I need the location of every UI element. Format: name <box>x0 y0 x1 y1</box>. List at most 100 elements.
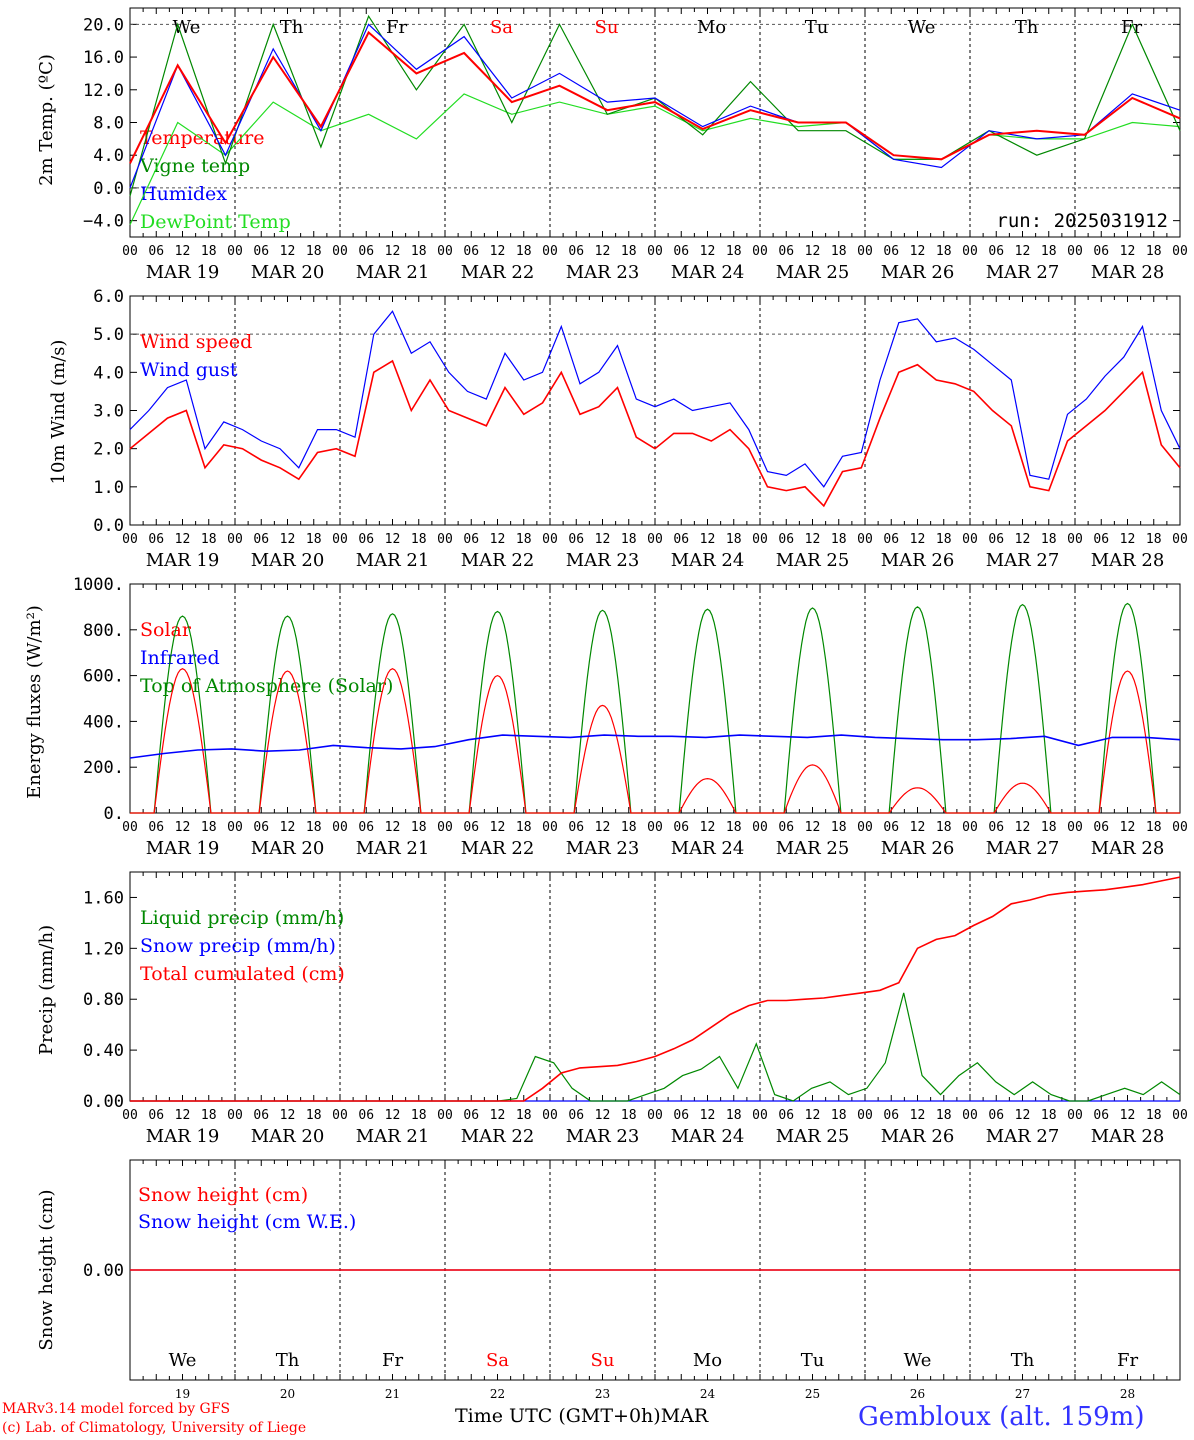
legend-solar: Solar <box>140 619 192 641</box>
y-tick-label: 0.00 <box>83 1261 124 1281</box>
day-label: MAR 28 <box>1091 838 1165 859</box>
hour-tick-label: 00 <box>857 244 873 259</box>
hour-tick-label: 18 <box>936 1108 952 1123</box>
hour-tick-label: 00 <box>962 1108 978 1123</box>
hour-tick-label: 06 <box>988 1108 1004 1123</box>
hour-tick-label: 12 <box>175 532 191 547</box>
day-label: MAR 22 <box>461 262 535 283</box>
hour-tick-label: 18 <box>411 1108 427 1123</box>
weekday-label: Sa <box>490 17 513 38</box>
day-label: MAR 26 <box>881 262 955 283</box>
y-tick-label: 200. <box>83 758 124 778</box>
y-tick-label: 3.0 <box>93 402 124 422</box>
hour-tick-label: 12 <box>1120 244 1136 259</box>
hour-tick-label: 12 <box>385 532 401 547</box>
hour-tick-label: 12 <box>910 244 926 259</box>
hour-tick-label: 06 <box>253 820 269 835</box>
day-label: MAR 19 <box>146 838 220 859</box>
hour-tick-label: 18 <box>411 244 427 259</box>
hour-tick-label: 12 <box>175 820 191 835</box>
weekday-label: We <box>908 17 936 38</box>
weekday-label: Tu <box>805 17 829 38</box>
hour-tick-label: 06 <box>673 532 689 547</box>
hour-tick-label: 06 <box>253 1108 269 1123</box>
hour-tick-label: 18 <box>936 244 952 259</box>
hour-tick-label: 12 <box>490 1108 506 1123</box>
weekday-label: Fr <box>386 17 407 38</box>
hour-tick-label: 06 <box>568 1108 584 1123</box>
hour-tick-label: 06 <box>673 820 689 835</box>
hour-tick-label: 00 <box>437 1108 453 1123</box>
hour-tick-label: 18 <box>1041 820 1057 835</box>
y-tick-label: 6.0 <box>93 287 124 307</box>
series-total-cumulated <box>130 876 1181 1102</box>
hour-tick-label: 00 <box>542 1108 558 1123</box>
weekday-label: Th <box>276 1350 300 1371</box>
hour-tick-label: 06 <box>1093 244 1109 259</box>
hour-tick-label: 12 <box>1015 1108 1031 1123</box>
hour-tick-label: 00 <box>1172 532 1188 547</box>
day-label: MAR 23 <box>566 262 640 283</box>
hour-tick-label: 18 <box>516 532 532 547</box>
hour-tick-label: 18 <box>1146 244 1162 259</box>
hour-tick-label: 00 <box>752 244 768 259</box>
legend-infrared: Infrared <box>140 647 220 669</box>
hour-tick-label: 00 <box>647 820 663 835</box>
weekday-label: Fr <box>1121 17 1142 38</box>
hour-tick-label: 00 <box>437 820 453 835</box>
hour-tick-label: 18 <box>1041 1108 1057 1123</box>
hour-tick-label: 06 <box>673 1108 689 1123</box>
hour-tick-label: 18 <box>306 820 322 835</box>
hour-tick-label: 00 <box>647 1108 663 1123</box>
hour-tick-label: 18 <box>621 820 637 835</box>
hour-tick-label: 18 <box>831 532 847 547</box>
y-tick-label: −4.0 <box>83 212 124 232</box>
hour-tick-label: 06 <box>778 532 794 547</box>
hour-tick-label: 06 <box>253 244 269 259</box>
day-label: MAR 25 <box>776 550 850 571</box>
hour-tick-label: 00 <box>857 1108 873 1123</box>
day-label: MAR 23 <box>566 550 640 571</box>
hour-tick-label: 12 <box>385 820 401 835</box>
hour-tick-label: 12 <box>280 820 296 835</box>
hour-tick-label: 12 <box>1120 820 1136 835</box>
legend-wind-gust: Wind gust <box>140 359 238 381</box>
weekday-label: Mo <box>697 17 726 38</box>
run-label: run: 2025031912 <box>996 210 1168 232</box>
hour-tick-label: 00 <box>752 820 768 835</box>
day-label: MAR 27 <box>986 838 1060 859</box>
lab-credit: (c) Lab. of Climatology, University of L… <box>2 1420 307 1436</box>
day-number: 27 <box>1015 1387 1030 1401</box>
hour-tick-label: 12 <box>805 532 821 547</box>
hour-tick-label: 12 <box>910 820 926 835</box>
hour-tick-label: 18 <box>306 1108 322 1123</box>
hour-tick-label: 18 <box>831 244 847 259</box>
hour-tick-label: 00 <box>122 820 138 835</box>
hour-tick-label: 00 <box>1172 1108 1188 1123</box>
hour-tick-label: 00 <box>122 1108 138 1123</box>
hour-tick-label: 06 <box>988 820 1004 835</box>
legend-snow-precip: Snow precip (mm/h) <box>140 935 336 957</box>
hour-tick-label: 06 <box>778 244 794 259</box>
hour-tick-label: 12 <box>700 820 716 835</box>
hour-tick-label: 06 <box>988 244 1004 259</box>
hour-tick-label: 06 <box>778 820 794 835</box>
day-label: MAR 24 <box>671 262 745 283</box>
hour-tick-label: 18 <box>1146 1108 1162 1123</box>
hour-tick-label: 00 <box>962 532 978 547</box>
hour-tick-label: 06 <box>358 820 374 835</box>
hour-tick-label: 00 <box>437 532 453 547</box>
legend-wind-speed: Wind speed <box>140 331 252 353</box>
frames-layer: −4.0 0.0 4.0 8.0 12.0 16.0 20.0 00 06 12 18 00 06 12 1… <box>73 7 1188 1401</box>
y-tick-label: 800. <box>83 621 124 641</box>
hour-tick-label: 00 <box>122 532 138 547</box>
station-name: Gembloux (alt. 159m) <box>858 1402 1145 1432</box>
hour-tick-label: 00 <box>227 532 243 547</box>
ylabel-temp: 2m Temp. (ºC) <box>36 54 57 186</box>
weekday-label: Su <box>595 17 619 38</box>
weekday-label: Mo <box>693 1350 722 1371</box>
hour-tick-label: 18 <box>621 244 637 259</box>
day-number: 22 <box>490 1387 505 1401</box>
hour-tick-label: 12 <box>280 1108 296 1123</box>
y-tick-label: 0.40 <box>83 1041 124 1061</box>
